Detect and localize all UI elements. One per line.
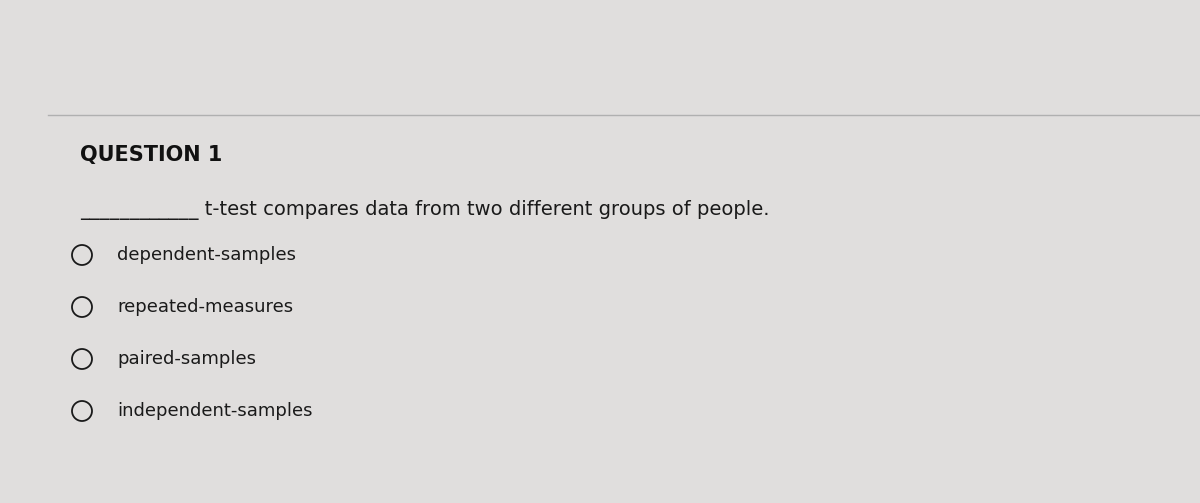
- Text: paired-samples: paired-samples: [118, 350, 256, 368]
- Text: dependent-samples: dependent-samples: [118, 246, 296, 264]
- Text: ____________ t-test compares data from two different groups of people.: ____________ t-test compares data from t…: [80, 200, 769, 220]
- Text: QUESTION 1: QUESTION 1: [80, 145, 222, 165]
- Text: independent-samples: independent-samples: [118, 402, 312, 420]
- Text: repeated-measures: repeated-measures: [118, 298, 293, 316]
